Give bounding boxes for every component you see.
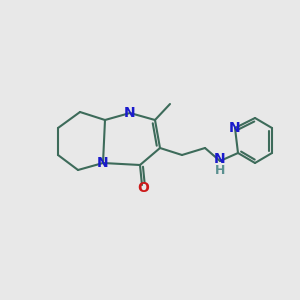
Text: O: O <box>137 181 149 195</box>
Text: N: N <box>97 156 109 170</box>
Text: N: N <box>214 152 226 166</box>
Text: N: N <box>229 121 241 135</box>
Text: H: H <box>215 164 225 176</box>
Text: N: N <box>124 106 136 120</box>
